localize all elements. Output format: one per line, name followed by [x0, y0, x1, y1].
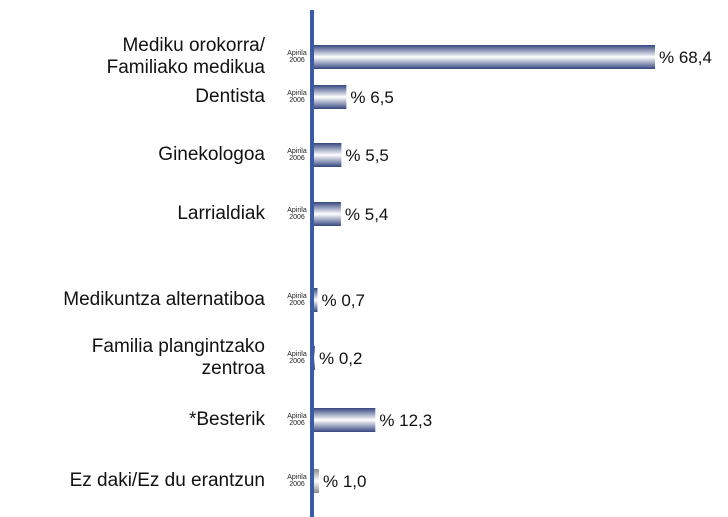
bar [314, 469, 319, 493]
period-label-line: 2006 [289, 97, 305, 104]
period-label-line: Apirila [287, 90, 307, 97]
period-label: Apirila 2006 [282, 351, 312, 365]
period-label-line: Apirila [287, 50, 307, 57]
period-label-line: Apirila [287, 351, 307, 358]
period-label: Apirila 2006 [282, 90, 312, 104]
axis-line [310, 10, 314, 517]
period-label-line: 2006 [289, 358, 305, 365]
period-label-line: 2006 [289, 300, 305, 307]
period-label-line: Apirila [287, 293, 307, 300]
bar [314, 85, 347, 109]
value-label: % 5,5 [345, 146, 389, 165]
category-label: *Besterik [188, 409, 265, 430]
bar [314, 45, 655, 69]
value-label: % 1,0 [322, 472, 367, 491]
category-label: Ginekologoa [158, 144, 265, 165]
period-label-line: Apirila [287, 207, 307, 214]
period-label: Apirila 2006 [282, 293, 312, 307]
bar [314, 408, 376, 432]
period-label-line: 2006 [289, 214, 305, 221]
bar [314, 346, 315, 370]
bar [314, 202, 341, 226]
value-label: % 0,7 [321, 291, 365, 310]
period-label-line: 2006 [289, 420, 305, 427]
period-label-line: Apirila [287, 413, 307, 420]
period-label-line: Apirila [287, 148, 307, 155]
value-label: % 68,4 [659, 48, 712, 67]
category-label: Dentista [195, 86, 265, 107]
period-label-line: Apirila [287, 474, 307, 481]
bar [314, 143, 342, 167]
period-label-line: 2006 [289, 155, 305, 162]
category-label: Ez daki/Ez du erantzun [69, 470, 265, 491]
period-label: Apirila 2006 [282, 474, 312, 488]
category-label: Familia plangintzako zentroa [91, 336, 265, 379]
value-label: % 5,4 [344, 205, 389, 224]
period-label: Apirila 2006 [282, 148, 312, 162]
value-label: % 12,3 [379, 411, 433, 430]
value-label: % 0,2 [318, 349, 363, 368]
period-label: Apirila 2006 [282, 207, 312, 221]
category-label: Medikuntza alternatiboa [63, 289, 265, 310]
category-label: Larrialdiak [177, 203, 265, 224]
value-label: % 6,5 [350, 88, 394, 107]
period-label-line: 2006 [289, 57, 305, 64]
bar [314, 288, 318, 312]
period-label: Apirila 2006 [282, 413, 312, 427]
period-label: Apirila 2006 [282, 50, 312, 64]
period-label-line: 2006 [289, 481, 305, 488]
category-label: Mediku orokorra/ Familiako medikua [106, 35, 265, 78]
